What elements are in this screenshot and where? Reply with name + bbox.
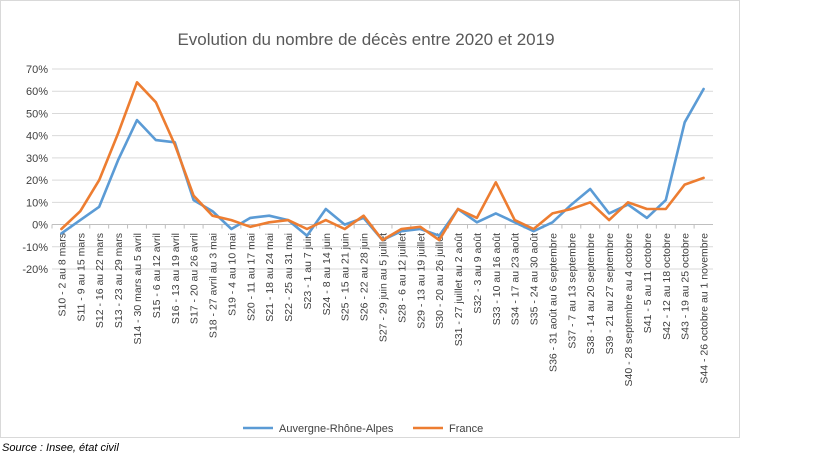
x-tick-label: S25 - 15 au 21 juin — [340, 233, 352, 321]
legend: Auvergne-Rhône-Alpes France — [243, 423, 483, 435]
x-tick-label: S19 - 4 au 10 mai — [226, 233, 238, 316]
legend-label: France — [449, 423, 483, 435]
x-tick-label: S20 - 11 au 17 mai — [245, 233, 257, 321]
x-tick-label: S22 - 25 au 31 mai — [283, 233, 295, 322]
y-tick-label: -20% — [22, 264, 48, 276]
x-tick-label: S35 - 24 au 30 août — [529, 233, 541, 325]
y-tick-label: 10% — [26, 197, 48, 209]
x-tick-label: S13 - 23 au 29 mars — [113, 233, 125, 328]
x-tick-label: S41 - 5 au 11 octobre — [642, 233, 654, 333]
x-tick-label: S37 - 7 au 13 septembre — [566, 233, 578, 349]
y-tick-label: 0% — [32, 220, 48, 232]
x-tick-label: S40 - 28 septembre au 4 octobre — [623, 233, 635, 387]
x-tick-label: S17 - 20 au 26 avril — [189, 233, 201, 324]
x-tick-label: S16 - 13 au 19 avril — [170, 233, 182, 324]
chart-title: Evolution du nombre de décès entre 2020 … — [177, 30, 554, 49]
x-tick-label: S12 - 16 au 22 mars — [94, 233, 106, 328]
legend-label: Auvergne-Rhône-Alpes — [279, 423, 394, 435]
x-tick-label: S21 - 18 au 24 mai — [264, 233, 276, 322]
x-tick-label: S31 - 27 juillet au 2 août — [453, 233, 465, 346]
x-tick-label: S23 - 1 au 7 juin — [302, 233, 314, 310]
line-chart: Evolution du nombre de décès entre 2020 … — [22, 30, 713, 435]
y-tick-label: 30% — [26, 153, 48, 165]
x-axis-ticks: S10 - 2 au 8 mars S11 - 9 au 15 mars S12 -… — [51, 224, 711, 387]
x-tick-label: S42 - 12 au 18 octobre — [661, 233, 673, 340]
x-tick-label: S39 - 21 au 27 septembre — [604, 233, 616, 355]
y-tick-label: -10% — [22, 242, 48, 254]
source-note: Source : Insee, état civil — [2, 442, 119, 454]
x-tick-label: S33 - 10 au 16 août — [491, 233, 503, 325]
x-tick-label: S32 - 3 au 9 août — [472, 233, 484, 314]
gridlines — [52, 68, 713, 270]
x-tick-label: S28 - 6 au 12 juillet — [396, 233, 408, 323]
chart-area: Evolution du nombre de décès entre 2020 … — [0, 0, 740, 438]
y-tick-label: 20% — [26, 175, 48, 187]
y-tick-label: 70% — [26, 64, 48, 76]
x-tick-label: S36 - 31 août au 6 septembre — [547, 233, 559, 372]
x-tick-label: S10 - 2 au 8 mars — [56, 233, 68, 316]
x-tick-label: S26 - 22 au 28 juin — [359, 233, 371, 321]
y-tick-label: 40% — [26, 131, 48, 143]
x-tick-label: S11 - 9 au 15 mars — [75, 233, 87, 322]
x-tick-label: S44 - 26 octobre au 1 novembre — [699, 233, 711, 384]
x-tick-label: S34 - 17 au 23 août — [510, 233, 522, 325]
x-tick-label: S15 - 6 au 12 avril — [151, 233, 163, 318]
series-lines — [60, 81, 705, 242]
y-axis-ticks: -20% -10% 0% 10% 20% 30% 40% 50% 60% 70% — [22, 64, 48, 276]
x-tick-label: S38 - 14 au 20 septembre — [585, 233, 597, 355]
x-tick-label: S14 - 30 mars au 5 avril — [132, 233, 144, 344]
y-tick-label: 60% — [26, 86, 48, 98]
x-tick-label: S27 - 29 juin au 5 juillet — [378, 233, 390, 342]
x-tick-label: S30 - 20 au 26 juillet — [434, 233, 446, 329]
x-tick-label: S43 - 19 au 25 octobre — [680, 233, 692, 340]
x-tick-label: S24 - 8 au 14 juin — [321, 233, 333, 315]
series-line-france — [60, 81, 705, 242]
y-tick-label: 50% — [26, 108, 48, 120]
x-tick-label: S29 - 13 au 19 juillet — [415, 233, 427, 329]
x-tick-label: S18 - 27 avril au 3 mai — [208, 233, 220, 338]
